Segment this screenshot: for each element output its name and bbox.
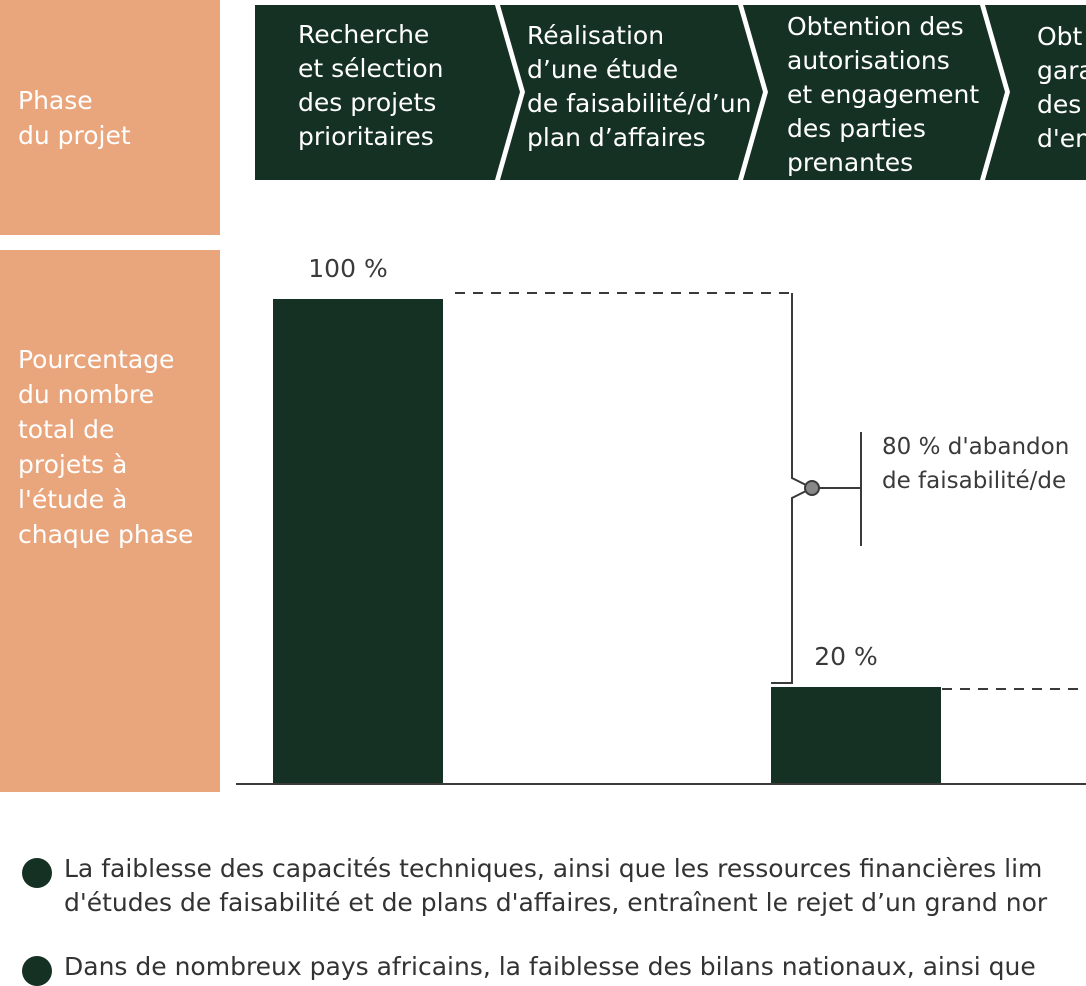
chevron-step-3 <box>743 5 1005 180</box>
bullet-dot-icon <box>22 956 52 986</box>
bracket-connector <box>771 293 815 684</box>
bullet-text-1: La faiblesse des capacités techniques, a… <box>64 854 1048 917</box>
step-1-label: Recherche et sélection des projets prior… <box>298 20 444 151</box>
bar-label-100: 100 % <box>308 254 388 283</box>
step-2-label: Réalisation d’une étude de faisabilité/d… <box>527 21 752 152</box>
bar-label-20: 20 % <box>814 642 878 671</box>
bullet-text-2: Dans de nombreux pays africains, la faib… <box>64 952 1036 981</box>
bar-realisation <box>771 687 941 784</box>
annotation-dot <box>804 480 820 496</box>
abandon-annotation: 80 % d'abandon de faisabilité/de <box>882 434 1070 494</box>
chevron-step-1 <box>255 5 520 180</box>
step-4-label: Obt gara des d'en <box>1037 22 1086 153</box>
phase-row-label-text: Phase du projet <box>18 85 131 150</box>
percentage-row-label-text: Pourcentage du nombre total de projets à… <box>18 345 194 549</box>
chevron-step-2 <box>500 5 763 180</box>
bar-recherche <box>273 299 443 784</box>
bullet-dot-icon <box>22 858 52 888</box>
percentage-row-label: Pourcentage du nombre total de projets à… <box>0 250 220 792</box>
phase-chevron-strip <box>255 5 1086 180</box>
phase-row-label: Phase du projet <box>0 0 220 235</box>
step-3-label: Obtention des autorisations et engagemen… <box>787 12 980 177</box>
chevron-step-4 <box>985 5 1086 180</box>
funnel-bar-chart <box>236 292 1086 785</box>
